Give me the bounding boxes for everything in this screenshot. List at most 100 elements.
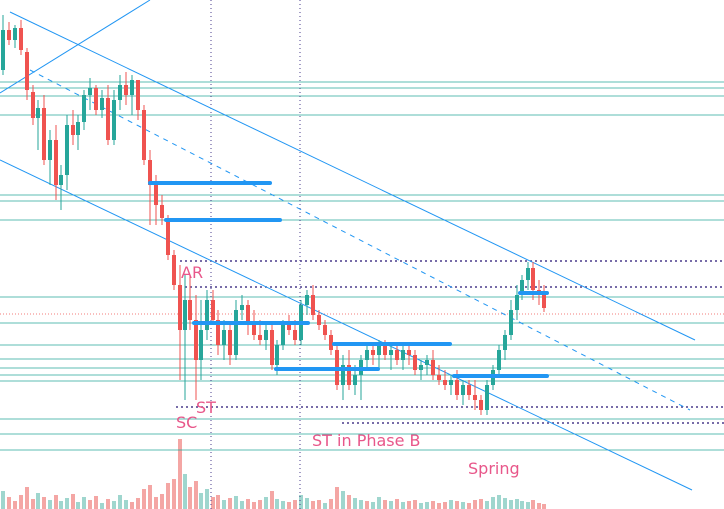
candle-body-32	[188, 300, 192, 320]
candle-body-22	[130, 80, 134, 95]
volume-bar-15	[88, 500, 92, 509]
volume-bar-57	[335, 487, 339, 509]
volume-bar-13	[76, 502, 80, 509]
volume-bar-58	[341, 491, 345, 509]
volume-bar-69	[407, 501, 411, 509]
volume-bar-83	[491, 497, 495, 509]
candle-body-13	[76, 122, 80, 135]
trend-line-1	[9, 11, 696, 341]
volume-bar-25	[148, 485, 152, 509]
candle-body-75	[443, 380, 447, 385]
volume-bar-32	[188, 487, 192, 509]
candle-body-76	[449, 380, 453, 385]
volume-bar-70	[413, 500, 417, 509]
volume-bar-60	[353, 498, 357, 509]
candle-body-67	[395, 350, 399, 360]
candle-body-18	[106, 98, 110, 140]
volume-bars	[1, 439, 546, 509]
candle-body-38	[222, 330, 226, 345]
candle-body-58	[341, 365, 345, 385]
volume-bar-3	[19, 495, 23, 509]
volume-bar-22	[130, 502, 134, 509]
candle-body-25	[148, 160, 152, 185]
volume-bar-29	[172, 479, 176, 509]
candle-body-33	[194, 320, 198, 360]
volume-bar-41	[240, 501, 244, 509]
volume-bar-4	[25, 487, 29, 509]
volume-bar-75	[443, 502, 447, 509]
volume-bar-33	[194, 481, 198, 509]
volume-bar-9	[54, 495, 58, 509]
candle-body-55	[323, 325, 327, 335]
candle-body-84	[497, 350, 501, 370]
candle-body-89	[526, 268, 530, 280]
candle-body-66	[389, 350, 393, 355]
candle-body-79	[467, 385, 471, 395]
volume-bar-37	[216, 495, 220, 509]
candle-body-3	[19, 28, 23, 50]
label-st: ST	[196, 398, 216, 417]
volume-bar-56	[329, 499, 333, 509]
trend-channel-lines	[0, 0, 696, 491]
volume-bar-34	[199, 493, 203, 509]
candle-body-59	[347, 365, 351, 385]
candle-body-45	[264, 330, 268, 340]
candle-body-92	[542, 295, 546, 308]
volume-bar-40	[234, 496, 238, 509]
candle-body-86	[509, 310, 513, 335]
candle-body-40	[234, 310, 238, 355]
candle-body-44	[258, 335, 262, 340]
candle-body-60	[353, 375, 357, 385]
volume-bar-74	[437, 503, 441, 509]
candle-body-31	[183, 300, 187, 330]
candle-body-26	[154, 185, 158, 205]
volume-bar-61	[359, 500, 363, 509]
candle-body-23	[136, 80, 140, 110]
volume-bar-78	[461, 502, 465, 509]
volume-bar-47	[275, 499, 279, 509]
candle-body-54	[317, 315, 321, 325]
candle-body-8	[48, 140, 52, 160]
volume-bar-73	[431, 501, 435, 509]
volume-bar-48	[281, 501, 285, 509]
vertical-dotted-lines	[210, 0, 301, 509]
candle-body-28	[166, 218, 170, 255]
candle-body-85	[503, 335, 507, 350]
candle-body-15	[88, 88, 92, 95]
volume-bar-31	[183, 474, 187, 509]
candle-body-10	[59, 175, 63, 185]
volume-bar-43	[252, 502, 256, 509]
candle-body-12	[71, 125, 75, 135]
volume-bar-67	[395, 499, 399, 509]
volume-bar-72	[425, 502, 429, 509]
candle-body-64	[377, 345, 381, 355]
volume-bar-7	[42, 497, 46, 509]
volume-bar-45	[264, 497, 268, 509]
candles	[1, 15, 546, 415]
volume-bar-92	[542, 504, 546, 509]
volume-bar-23	[136, 498, 140, 509]
volume-bar-30	[178, 439, 182, 509]
candle-body-0	[1, 30, 5, 70]
candle-body-42	[246, 305, 250, 325]
volume-bar-81	[479, 499, 483, 509]
candle-body-52	[305, 295, 309, 305]
candle-body-17	[100, 98, 104, 110]
candle-body-24	[142, 110, 146, 160]
volume-bar-71	[419, 503, 423, 509]
candle-body-35	[205, 300, 209, 330]
volume-bar-84	[497, 495, 501, 509]
candle-body-62	[365, 350, 369, 360]
candle-body-71	[419, 365, 423, 370]
candle-body-46	[270, 330, 274, 365]
candle-body-9	[54, 140, 58, 185]
candle-body-77	[455, 380, 459, 395]
candle-body-63	[371, 350, 375, 355]
candle-body-80	[473, 395, 477, 400]
volume-bar-82	[485, 501, 489, 509]
candle-body-6	[36, 108, 40, 118]
candle-body-36	[211, 300, 215, 320]
volume-bar-52	[305, 498, 309, 509]
candle-body-88	[520, 280, 524, 295]
